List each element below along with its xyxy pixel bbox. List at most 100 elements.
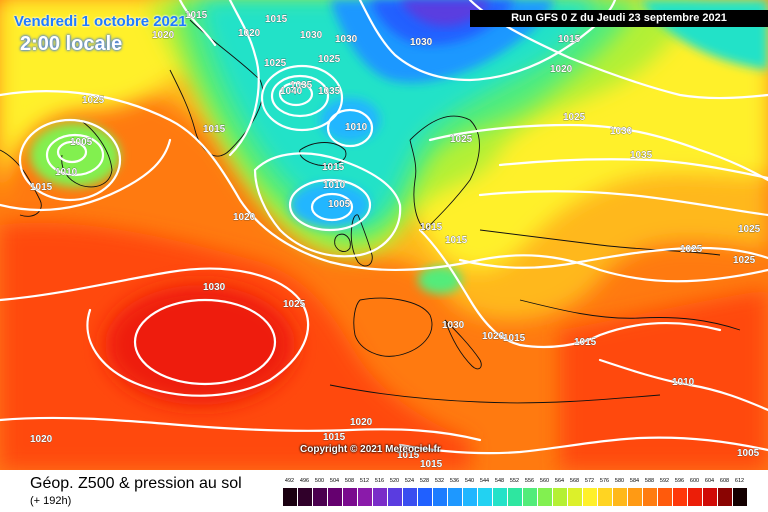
isobar-1000-low [56,140,88,164]
lead-time: (+ 192h) [30,495,72,507]
britain-coast [350,214,373,267]
isobar-1020-greenland [228,0,260,157]
legend-swatch [583,488,597,506]
isobar-label: 1010 [323,180,346,191]
isobar-label: 1020 [482,331,505,342]
isobar-label: 1025 [318,54,341,65]
weather-map: 1015 1015 1020 1020 1030 1030 1030 1015 1025 1025… [0,0,768,470]
italy-coast [444,319,482,370]
isobar-1010-northsea [288,178,372,232]
legend-swatch [313,488,327,506]
isobar-label: 1025 [264,58,287,69]
isobar-1020-north [468,0,768,100]
isobar-label: 1025 [450,134,473,145]
isobar-label: 1015 [503,333,526,344]
isobar-label: 1005 [737,448,760,459]
legend-value: 540 [465,478,474,484]
isobar-1015-north [178,0,217,47]
field-low-canada [30,123,120,187]
legend-value: 516 [375,478,384,484]
isobar-label: 1015 [203,124,226,135]
legend-swatch [538,488,552,506]
canada-coast [0,149,42,217]
legend-value: 584 [630,478,639,484]
legend-swatch [448,488,462,506]
valid-date: Vendredi 1 octobre 2021 [14,13,187,30]
isobar-label: 1025 [563,112,586,123]
legend-value: 512 [360,478,369,484]
isobar-label: 1030 [335,34,358,45]
isobar-label: 1035 [318,86,341,97]
isobar-label: 1025 [82,95,105,106]
isobar-label: 1015 [265,14,288,25]
isobar-label: 1025 [283,299,306,310]
local-time: 2:00 locale [20,33,123,55]
field-low-north-sea [290,183,370,227]
legend-swatch [568,488,582,506]
greenland-coast [169,19,264,157]
legend-value: 608 [720,478,729,484]
isobar-1020-south [0,416,482,442]
legend-value: 520 [390,478,399,484]
legend-swatch [403,488,417,506]
legend-swatch [673,488,687,506]
legend-graphic: 492 496 500 504 508 512 516 520 524 528 532 536 540 5… [283,478,747,506]
isobar-label: 1015 [323,432,346,443]
isobar-label: 1015 [558,34,581,45]
legend-swatch [703,488,717,506]
legend-swatch [328,488,342,506]
isobar-label: 1030 [410,37,433,48]
legend-swatch [643,488,657,506]
iceland-coast [299,142,347,167]
isobar-label: 1005 [328,199,351,210]
north-africa-coast [329,384,661,404]
isobars [0,0,768,455]
legend-value: 500 [315,478,324,484]
footer: Géop. Z500 & pression au sol (+ 192h) 49… [0,470,768,512]
legend-swatch [688,488,702,506]
legend-value: 524 [405,478,414,484]
legend-value: 596 [675,478,684,484]
legend-swatch [418,488,432,506]
isobar-label: 1010 [672,377,695,388]
legend-value: 604 [705,478,714,484]
legend-swatch [733,488,747,506]
legend-value: 560 [540,478,549,484]
legend-swatch [493,488,507,506]
legend-value: 552 [510,478,519,484]
isobar-1015-a [0,138,172,212]
legend-value: 612 [735,478,744,484]
isobar-label: 1020 [152,30,175,41]
legend-swatch [508,488,522,506]
legend-value: 600 [690,478,699,484]
isobar-label: 1035 [290,80,313,91]
legend-value: 532 [435,478,444,484]
iberia-coast [353,297,433,357]
legend-value: 492 [285,478,294,484]
legend-value: 544 [480,478,489,484]
color-scale-legend: 492 496 500 504 508 512 516 520 524 528 532 536 540 5… [282,474,752,510]
isobar-1030-high [133,298,277,386]
map-title: Géop. Z500 & pression au sol [30,475,242,492]
isobar-label: 1020 [238,28,261,39]
legend-swatch [463,488,477,506]
isobar-label: 1035 [630,150,653,161]
legend-value: 568 [570,478,579,484]
isobar-label: 1020 [233,212,256,223]
isobar-1035-greenland [270,74,330,118]
field-low-iceland [320,98,380,142]
run-info-banner: Run GFS 0 Z du Jeudi 23 septembre 2021 [470,10,768,27]
legend-value: 508 [345,478,354,484]
isobar-label: 1015 [185,10,208,21]
legend-value: 528 [420,478,429,484]
isobar-label: 1030 [300,30,323,41]
isobar-1015-northsea [253,152,402,258]
legend-swatch [283,488,297,506]
isobar-1025-east [428,123,768,182]
legend-swatch [298,488,312,506]
legend-swatch [658,488,672,506]
isobar-label: 1030 [203,282,226,293]
legend-value: 572 [585,478,594,484]
